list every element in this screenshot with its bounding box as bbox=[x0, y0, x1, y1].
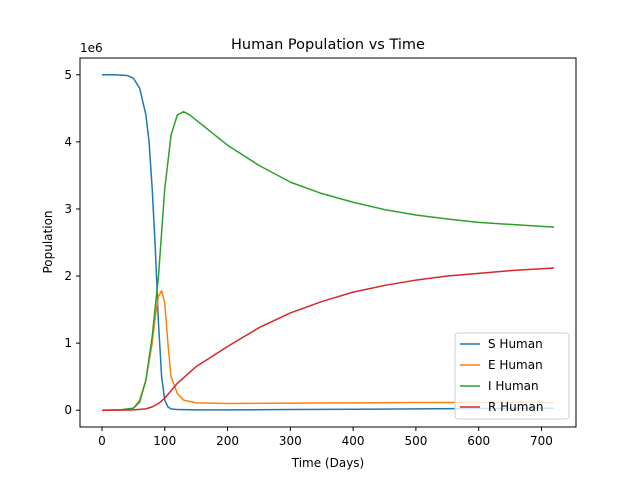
legend-label: S Human bbox=[488, 337, 543, 351]
x-axis-label: Time (Days) bbox=[291, 456, 365, 470]
x-tick-label: 600 bbox=[467, 434, 490, 448]
x-tick-label: 300 bbox=[279, 434, 302, 448]
series-line-4 bbox=[101, 267, 555, 411]
x-tick-label: 500 bbox=[404, 434, 427, 448]
legend-label: I Human bbox=[488, 379, 539, 393]
legend-label: R Human bbox=[488, 400, 543, 414]
y-axis-label: Population bbox=[41, 210, 55, 273]
y-tick-label: 0 bbox=[64, 403, 72, 417]
legend: S Human E Human I Human R Human bbox=[454, 332, 570, 420]
x-tick-label: 700 bbox=[530, 434, 553, 448]
legend-label: E Human bbox=[488, 358, 543, 372]
x-tick-label: 0 bbox=[98, 434, 106, 448]
y-tick-label: 2 bbox=[64, 269, 72, 283]
x-tick-label: 100 bbox=[153, 434, 176, 448]
y-tick-label: 3 bbox=[64, 202, 72, 216]
x-tick-label: 200 bbox=[216, 434, 239, 448]
legend-box bbox=[454, 332, 570, 420]
chart-title: Human Population vs Time bbox=[231, 37, 425, 53]
series-lines bbox=[101, 74, 555, 411]
y-axis-ticks: 0 1 2 3 4 5 bbox=[64, 68, 80, 417]
plot-area bbox=[79, 57, 577, 428]
x-tick-label: 400 bbox=[342, 434, 365, 448]
axes-frame bbox=[79, 57, 577, 428]
series-line-3 bbox=[101, 110, 555, 411]
y-scale-label: 1e6 bbox=[80, 41, 103, 55]
y-tick-label: 4 bbox=[64, 135, 72, 149]
y-tick-label: 1 bbox=[64, 336, 72, 350]
series-line-1 bbox=[101, 74, 555, 411]
x-axis-ticks: 0 100 200 300 400 500 600 700 bbox=[98, 427, 553, 448]
y-tick-label: 5 bbox=[64, 68, 72, 82]
